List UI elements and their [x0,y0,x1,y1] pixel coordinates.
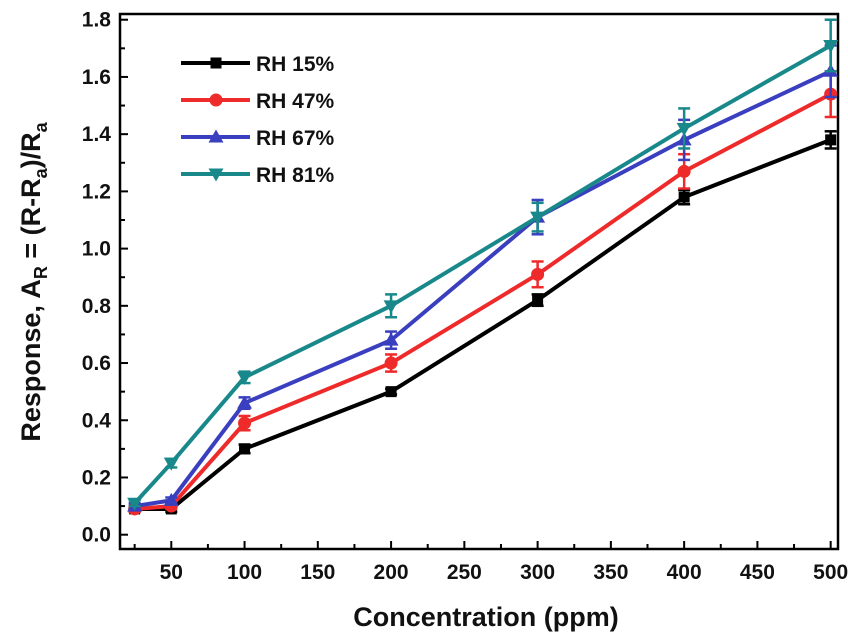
data-point [531,267,545,281]
series-group [127,18,839,511]
x-axis-title: Concentration (ppm) [353,602,618,632]
legend-label: RH 15% [256,53,335,76]
y-axis-title-mid1: = (R-R [16,178,46,266]
data-point [239,443,251,455]
data-point [237,395,253,409]
y-tick-label: 0.8 [82,295,112,318]
x-axis-ticks: 50 100 150 200 250 300 350 400 450 500 [133,541,848,584]
y-axis-title-sub1: R [31,266,51,279]
y-tick-label: 0.6 [82,352,111,375]
y-axis-title-prefix: Response, A [16,279,46,442]
legend-item: RH 15% [181,53,335,76]
data-point [238,416,252,430]
y-axis-title-sub3: a [31,121,51,132]
legend-marker [208,168,224,182]
data-point [385,386,397,398]
data-point [677,164,691,178]
y-tick-label: 0.4 [82,409,112,432]
legend: RH 15% RH 47% RH 67% RH 81% [181,53,335,187]
y-tick-label: 1.4 [82,123,112,146]
data-point [823,39,839,53]
y-tick-label: 1.0 [82,238,111,261]
legend-item: RH 81% [181,164,335,187]
legend-label: RH 67% [256,127,335,150]
data-point [530,211,546,225]
data-point [383,300,399,314]
data-point [384,356,398,370]
data-point [532,294,544,306]
x-tick-label: 350 [593,561,628,584]
data-point [383,332,399,346]
y-axis-title: Response, AR = (R-Ra)/Ra [16,121,51,441]
legend-label: RH 47% [256,90,335,113]
y-tick-label: 0.0 [82,524,111,547]
x-tick-label: 50 [160,561,183,584]
y-tick-label: 1.8 [82,9,112,32]
data-point [163,492,179,506]
y-axis-title-mid2: )/R [16,132,46,168]
y-axis-title-sub2: a [31,167,51,178]
x-tick-label: 250 [447,561,482,584]
legend-item: RH 67% [181,127,335,150]
plot-frame [118,12,840,551]
legend-marker [210,57,222,69]
legend-marker [209,93,223,107]
y-tick-label: 1.2 [82,180,111,203]
plot-border [118,12,840,551]
data-point [237,371,253,385]
data-point [825,134,837,146]
y-axis-ticks: 0.0 0.2 0.4 0.6 0.8 1.0 1.2 1.4 1.6 1.8 [82,9,128,547]
data-point [676,122,692,136]
x-tick-label: 150 [300,561,335,584]
legend-label: RH 81% [256,164,335,187]
data-point [163,457,179,471]
x-tick-label: 200 [374,561,409,584]
x-tick-label: 300 [520,561,555,584]
x-tick-label: 500 [813,561,848,584]
legend-marker [208,129,224,143]
x-tick-label: 100 [227,561,262,584]
x-tick-label: 450 [740,561,775,584]
y-tick-label: 0.2 [82,466,111,489]
legend-item: RH 47% [181,90,335,113]
data-point [678,191,690,203]
y-tick-label: 1.6 [82,66,111,89]
x-tick-label: 400 [667,561,702,584]
series-layer [127,18,839,516]
data-point [127,497,143,511]
